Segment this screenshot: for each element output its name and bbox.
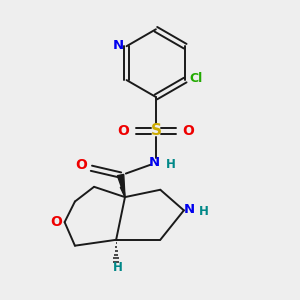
Text: O: O [118,124,129,138]
Text: N: N [149,156,160,169]
Text: N: N [184,203,195,216]
Text: O: O [182,124,194,138]
Text: N: N [113,38,124,52]
Polygon shape [117,174,125,197]
Polygon shape [120,186,125,197]
Text: H: H [166,158,176,171]
Text: Cl: Cl [190,72,203,86]
Text: O: O [50,214,62,229]
Text: O: O [76,158,87,172]
Text: S: S [150,123,161,138]
Text: H: H [113,261,122,274]
Text: H: H [199,205,209,218]
